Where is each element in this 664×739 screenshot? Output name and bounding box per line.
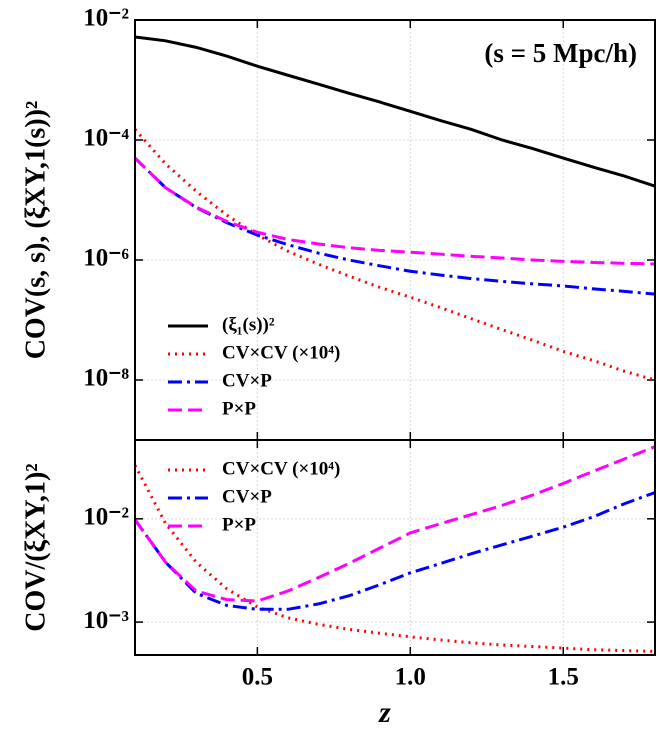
series-line xyxy=(135,156,655,266)
plot-frame xyxy=(134,439,656,656)
series-line xyxy=(135,35,655,188)
y-axis-label: COV/(ξXY,1)² xyxy=(20,463,51,631)
legend-label: P×P xyxy=(222,398,256,419)
y-tick-label: 10⁻⁸ xyxy=(83,365,129,392)
y-tick-label: 10⁻³ xyxy=(83,607,129,634)
series-line xyxy=(135,156,655,296)
legend-label: (ξ₁(s))² xyxy=(222,314,275,335)
x-axis-label: z xyxy=(378,696,391,729)
legend-label: CV×CV (×10⁴) xyxy=(222,458,340,479)
legend-label: CV×P xyxy=(222,486,272,507)
x-tick-label: 1.5 xyxy=(548,664,579,691)
y-tick-label: 10⁻⁴ xyxy=(83,125,129,152)
y-tick-label: 10⁻⁶ xyxy=(83,245,129,272)
y-tick-label: 10⁻² xyxy=(83,5,129,32)
legend-label: CV×CV (×10⁴) xyxy=(222,342,340,363)
series-line xyxy=(135,128,655,382)
legend-label: CV×P xyxy=(222,370,272,391)
series-line xyxy=(135,445,655,603)
annotation: (s = 5 Mpc/h) xyxy=(484,38,637,68)
legend-label: P×P xyxy=(222,514,256,535)
series-line xyxy=(135,464,655,653)
series-line xyxy=(135,491,655,611)
x-tick-label: 0.5 xyxy=(242,664,273,691)
y-tick-label: 10⁻² xyxy=(83,504,129,531)
plot-frame xyxy=(134,19,656,441)
y-axis-label: COV(s, s), (ξXY,1(s))² xyxy=(20,101,51,360)
x-tick-label: 1.0 xyxy=(395,664,426,691)
